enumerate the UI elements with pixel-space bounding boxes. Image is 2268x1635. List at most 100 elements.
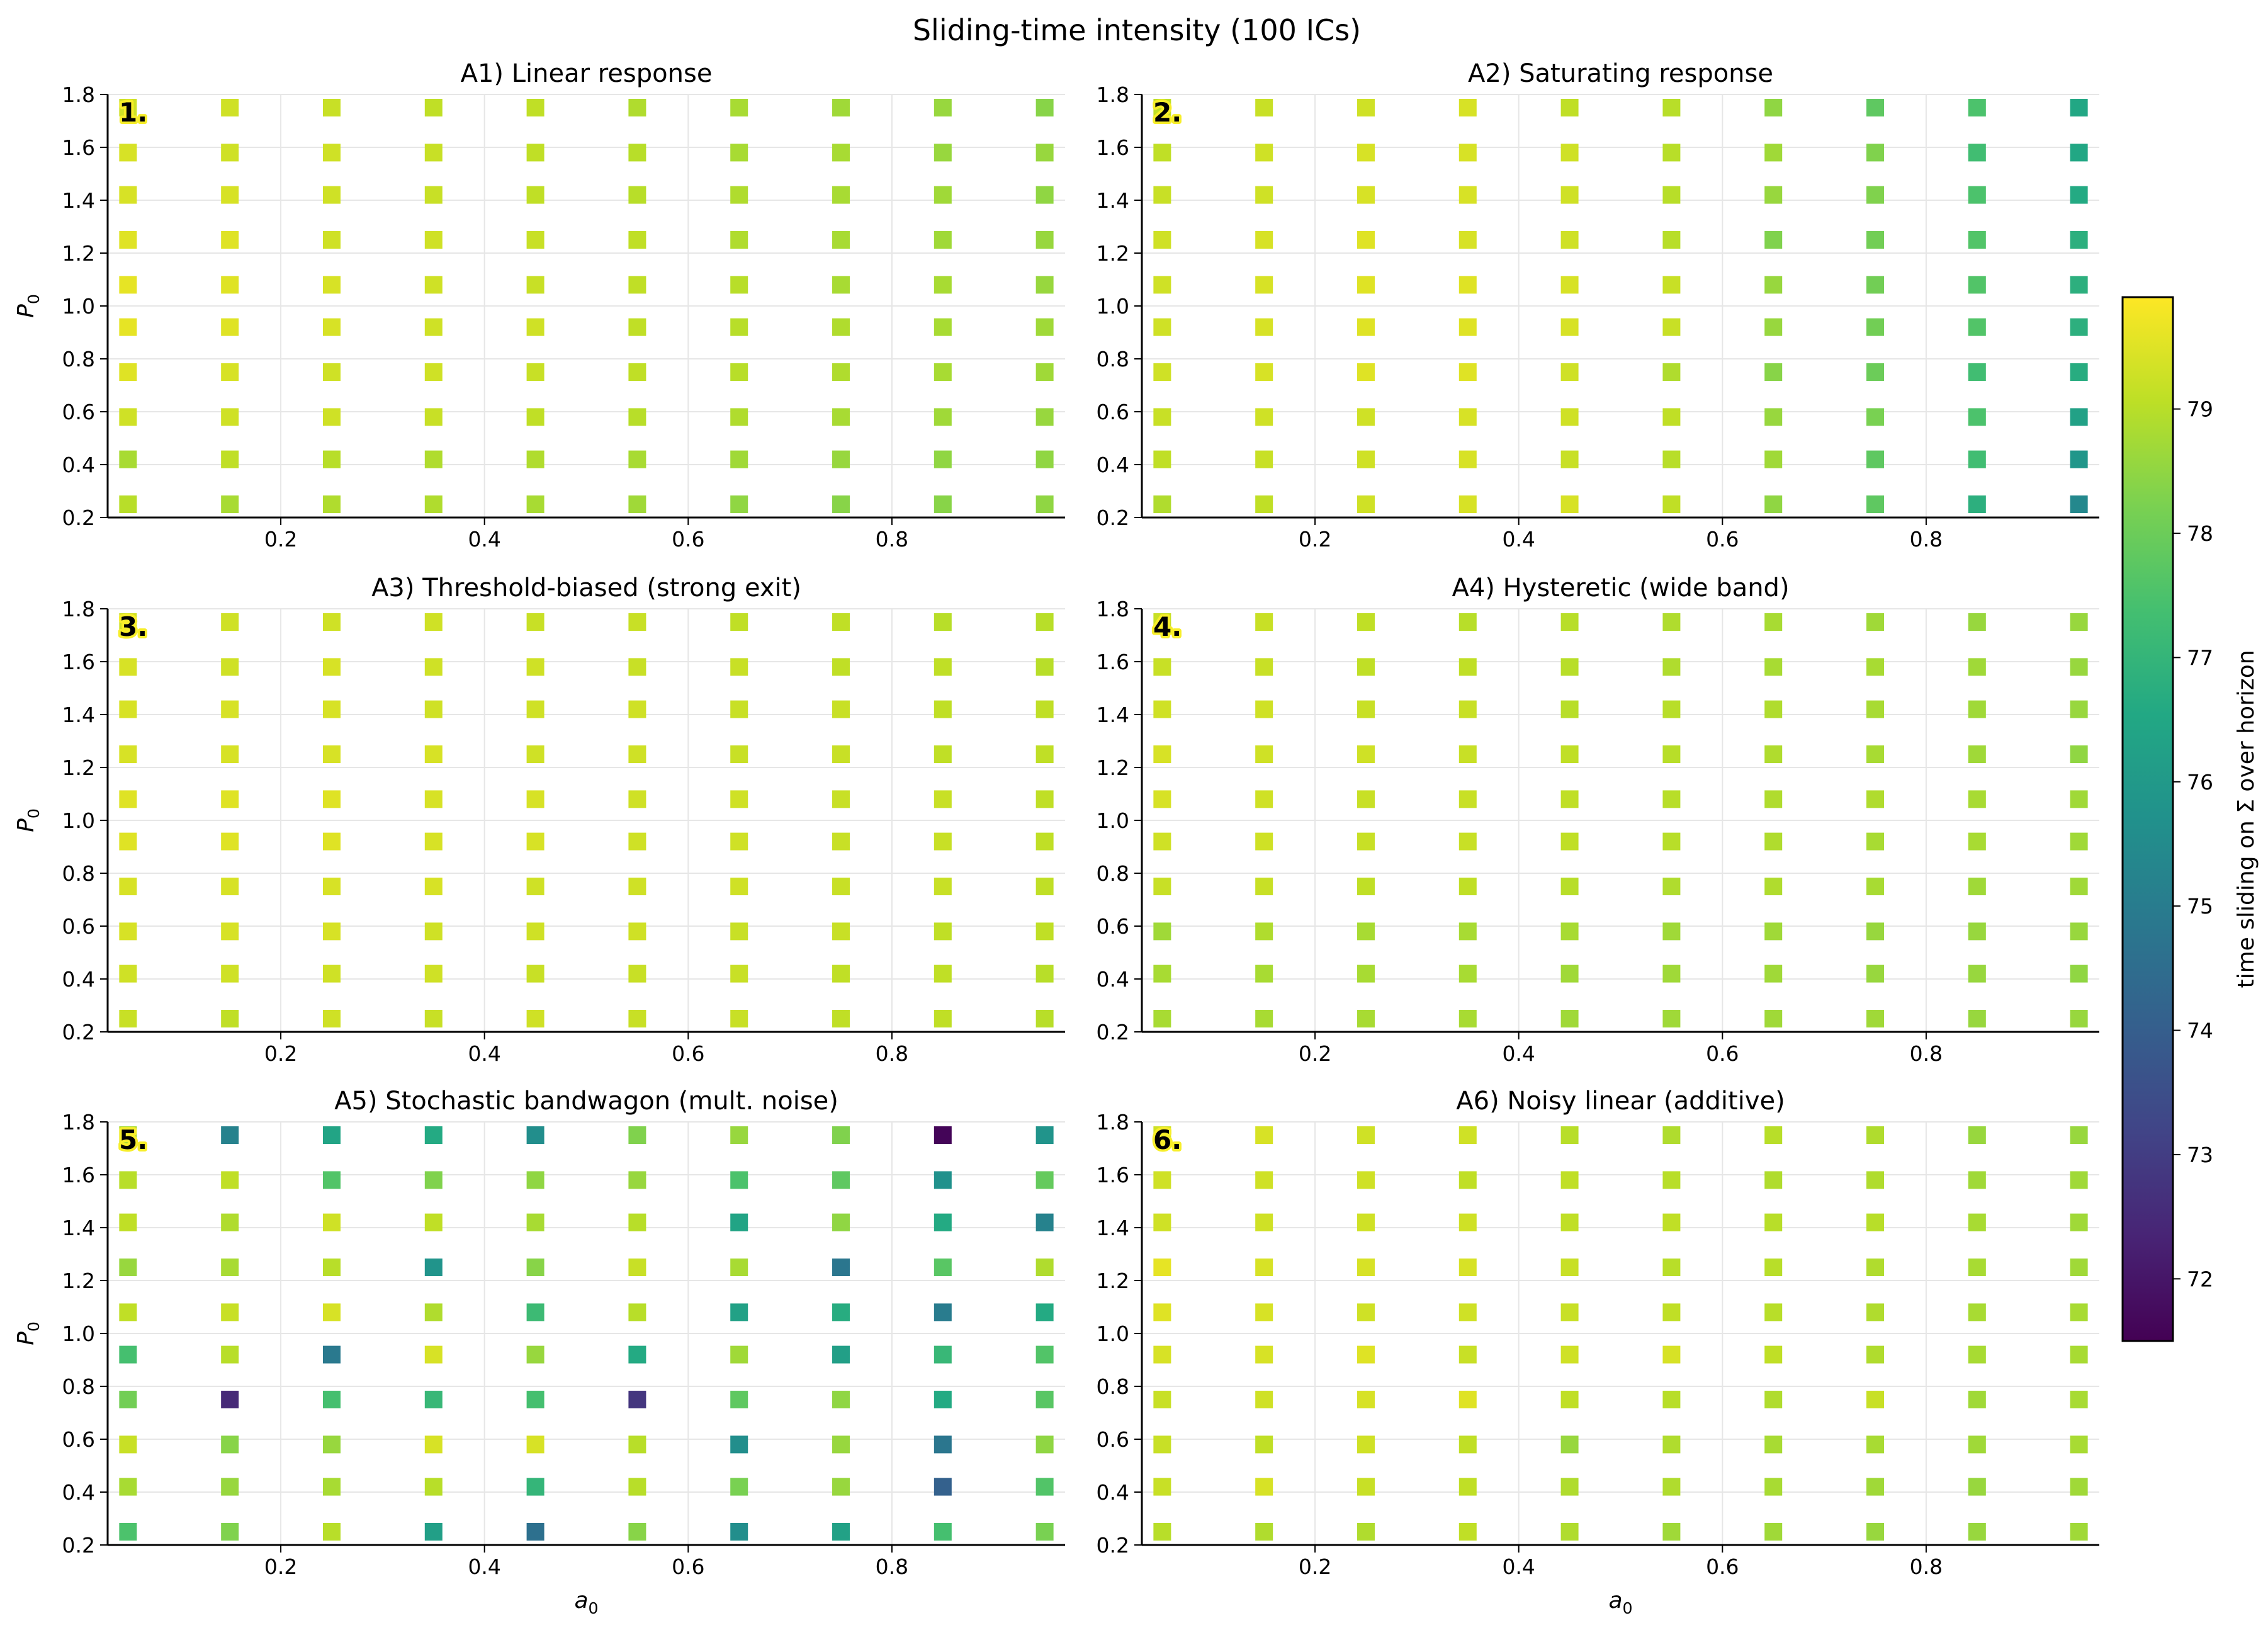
data-point (1458, 658, 1477, 676)
data-point (322, 99, 341, 116)
y-axis-label: P0 (13, 1321, 43, 1345)
data-point (221, 700, 239, 718)
colorbar-bar (2121, 296, 2174, 1342)
data-point (832, 745, 850, 763)
data-point (1866, 1391, 1885, 1408)
data-point (730, 1259, 748, 1276)
data-point (526, 450, 544, 468)
data-point (119, 231, 137, 249)
data-point (1035, 1259, 1054, 1276)
data-point (1662, 450, 1681, 468)
data-point (2070, 1303, 2088, 1321)
data-point (1968, 363, 1986, 381)
data-point (1153, 658, 1171, 676)
data-point (424, 276, 443, 294)
data-point (730, 700, 748, 718)
panel-title: A6) Noisy linear (additive) (1456, 1087, 1785, 1116)
data-point (1866, 1435, 1885, 1454)
data-point (1560, 231, 1579, 249)
data-point (934, 99, 952, 116)
data-point (832, 1010, 850, 1027)
data-point (730, 1126, 748, 1144)
data-point (832, 1523, 850, 1541)
data-point (424, 99, 443, 116)
data-point (934, 1259, 952, 1276)
data-point (322, 1259, 341, 1276)
data-point (2070, 745, 2088, 763)
data-point (424, 144, 443, 162)
data-point (1153, 832, 1171, 851)
data-point (1153, 613, 1171, 631)
data-point (526, 1523, 544, 1541)
data-point (424, 318, 443, 336)
data-point (1662, 1523, 1681, 1541)
data-point (832, 790, 850, 808)
data-point (1866, 745, 1885, 763)
data-point (1866, 1213, 1885, 1231)
data-point (1458, 186, 1477, 204)
data-point (1560, 658, 1579, 676)
data-point (934, 1478, 952, 1496)
data-point (1255, 1126, 1273, 1144)
data-point (1560, 408, 1579, 426)
data-point (1357, 99, 1375, 116)
y-tick-label: 0.8 (62, 1374, 95, 1399)
data-point (1866, 1126, 1885, 1144)
data-point (1560, 832, 1579, 851)
data-point (526, 144, 544, 162)
data-point (1560, 450, 1579, 468)
data-point (526, 1303, 544, 1321)
data-point (322, 144, 341, 162)
data-point (119, 1391, 137, 1408)
data-point (526, 363, 544, 381)
data-point (1764, 922, 1783, 941)
data-point (1458, 1345, 1477, 1364)
data-point (1153, 1478, 1171, 1496)
data-point (221, 1523, 239, 1541)
data-point (424, 1345, 443, 1364)
data-point (1764, 1126, 1783, 1144)
data-point (322, 1213, 341, 1231)
data-point (934, 318, 952, 336)
data-point (1560, 965, 1579, 983)
panel-1: 0.2 0.4 0.6 0.8 0.2 0.4 0.6 0.8 1.0 1.2 1.4 1.6 1.8 A… (13, 59, 1065, 552)
data-point (934, 878, 952, 895)
data-point (526, 1478, 544, 1496)
colorbar-tick-label: 79 (2187, 397, 2213, 422)
data-point (1866, 1345, 1885, 1364)
data-point (526, 1345, 544, 1364)
data-point (1866, 144, 1885, 162)
data-point (119, 965, 137, 983)
data-point (526, 495, 544, 513)
data-point (526, 832, 544, 851)
data-point (424, 965, 443, 983)
data-point (1458, 1478, 1477, 1496)
data-point (832, 408, 850, 426)
data-point (1357, 186, 1375, 204)
y-tick-label: 1.0 (62, 294, 95, 319)
data-point (1764, 99, 1783, 116)
data-point (1255, 658, 1273, 676)
data-point (526, 408, 544, 426)
data-point (119, 1435, 137, 1454)
data-point (1662, 363, 1681, 381)
y-axis-label: P0 (13, 294, 43, 318)
data-point (322, 1345, 341, 1364)
data-point (934, 922, 952, 941)
data-point (2070, 1171, 2088, 1189)
data-point (221, 1391, 239, 1408)
data-point (526, 965, 544, 983)
panel-title: A4) Hysteretic (wide band) (1452, 574, 1789, 603)
data-point (832, 1391, 850, 1408)
data-point (1153, 318, 1171, 336)
data-point (2070, 1213, 2088, 1231)
data-point (1035, 832, 1054, 851)
data-point (934, 186, 952, 204)
data-point (1255, 186, 1273, 204)
panel-tag: 4. (1153, 611, 1182, 642)
data-point (1255, 613, 1273, 631)
panel-title: A2) Saturating response (1468, 59, 1773, 88)
data-point (322, 965, 341, 983)
data-point (1662, 832, 1681, 851)
data-point (1968, 1126, 1986, 1144)
